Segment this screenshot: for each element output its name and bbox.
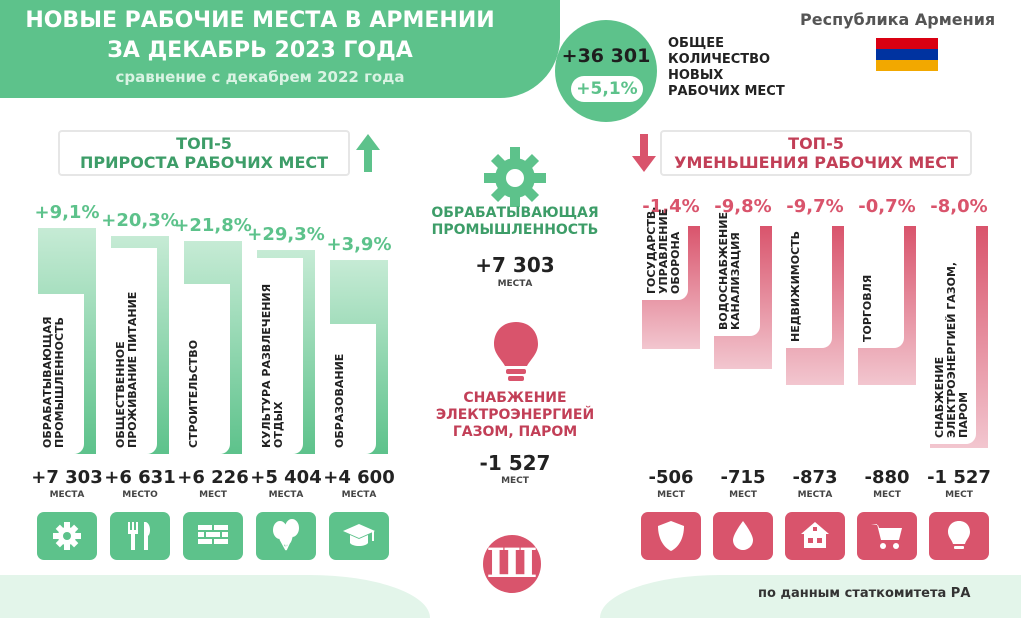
percent-label: +20,3% (101, 209, 179, 231)
highlight-decline-unit: МЕСТ (501, 476, 529, 486)
percent-label: +29,3% (247, 224, 325, 246)
value-label: +7 303 (31, 467, 103, 488)
percent-label: -9,7% (786, 196, 844, 217)
value-label: +6 226 (177, 467, 249, 488)
flag-stripe-blue (876, 49, 938, 60)
shield-icon (641, 512, 701, 560)
water-drop-icon (713, 512, 773, 560)
bar-label-panel (858, 226, 904, 348)
value-unit: МЕСТО (122, 490, 158, 500)
country-name: Республика Армения (800, 10, 996, 29)
total-percent: +5,1% (571, 76, 643, 102)
value-unit: МЕСТ (873, 490, 901, 500)
value-unit: МЕСТА (797, 490, 833, 500)
page-subtitle: сравнение с декабрем 2022 года (115, 68, 405, 86)
total-label: ОБЩЕЕ КОЛИЧЕСТВО НОВЫХ РАБОЧИХ МЕСТ (668, 36, 785, 99)
value-unit: МЕСТ (945, 490, 973, 500)
value-label: +4 600 (323, 467, 395, 488)
highlight-decline-value: -1 527 (479, 451, 551, 475)
growth-title-box (58, 130, 350, 176)
percent-label: -8,0% (930, 196, 988, 217)
value-unit: МЕСТ (729, 490, 757, 500)
value-label: -880 (864, 467, 910, 488)
percent-label: -9,8% (714, 196, 772, 217)
graduation-cap-icon (329, 512, 389, 560)
light-bulb-icon (929, 512, 989, 560)
header-banner (0, 0, 560, 98)
bar-label-panel (642, 226, 688, 300)
light-bulb-icon (494, 322, 538, 381)
bar-label-panel (330, 324, 376, 454)
bar-label-panel (930, 226, 976, 444)
shopping-cart-icon (857, 512, 917, 560)
decline-title-line2: УМЕНЬШЕНИЯ РАБОЧИХ МЕСТ (674, 153, 958, 172)
percent-label: +3,9% (326, 233, 392, 255)
percent-label: -1,4% (642, 196, 700, 217)
bar-label-panel (111, 248, 157, 454)
value-unit: МЕСТА (341, 490, 377, 500)
value-label: +6 631 (104, 467, 176, 488)
arrow-down-icon (632, 134, 656, 172)
value-unit: МЕСТА (268, 490, 304, 500)
growth-title-line2: ПРИРОСТА РАБОЧИХ МЕСТ (79, 153, 329, 172)
value-unit: МЕСТА (49, 490, 85, 500)
bar-label-panel (184, 284, 230, 454)
value-label: -715 (720, 467, 766, 488)
gear-icon (37, 512, 97, 560)
highlight-growth-unit: МЕСТА (497, 279, 533, 289)
total-circle (555, 20, 657, 122)
gear-icon (484, 147, 546, 207)
value-unit: МЕСТ (657, 490, 685, 500)
growth-title-line1: ТОП-5 (176, 134, 232, 153)
percent-label: -0,7% (858, 196, 916, 217)
decline-title-box (660, 130, 972, 176)
publisher-logo: Ш (483, 535, 541, 593)
value-label: -506 (648, 467, 694, 488)
total-new-jobs: +36 301 (561, 45, 651, 67)
footer-wave-left (0, 575, 430, 618)
decline-title-line1: ТОП-5 (788, 134, 844, 153)
flag-stripe-orange (876, 60, 938, 71)
percent-label: +9,1% (34, 202, 100, 223)
flag-stripe-red (876, 38, 938, 49)
bar-label-panel (38, 294, 84, 454)
value-unit: МЕСТ (199, 490, 227, 500)
page-title-period: ЗА ДЕКАБРЬ 2023 ГОДА (107, 38, 413, 63)
percent-label: +21,8% (174, 214, 252, 236)
bar-label-panel (714, 226, 760, 336)
highlight-growth-value: +7 303 (475, 253, 555, 277)
highlight-growth-sector: ОБРАБАТЫВАЮЩАЯ ПРОМЫШЛЕННОСТЬ (431, 205, 599, 238)
balloons-icon (256, 512, 316, 560)
highlight-decline-sector: СНАБЖЕНИЕ ЭЛЕКТРОЭНЕРГИЕЙ ГАЗОМ, ПАРОМ (435, 390, 595, 440)
footer-wave-right (600, 575, 1021, 618)
houses-icon (785, 512, 845, 560)
bar-label-panel (786, 226, 832, 348)
page-title: НОВЫЕ РАБОЧИЕ МЕСТА В АРМЕНИИ (25, 8, 495, 33)
value-label: -1 527 (927, 467, 991, 488)
arrow-up-icon (356, 134, 380, 172)
brick-wall-icon (183, 512, 243, 560)
bar-label-panel (257, 258, 303, 454)
value-label: +5 404 (250, 467, 322, 488)
value-label: -873 (792, 467, 838, 488)
fork-knife-icon (110, 512, 170, 560)
source-note: по данным статкомитета РА (758, 586, 971, 601)
